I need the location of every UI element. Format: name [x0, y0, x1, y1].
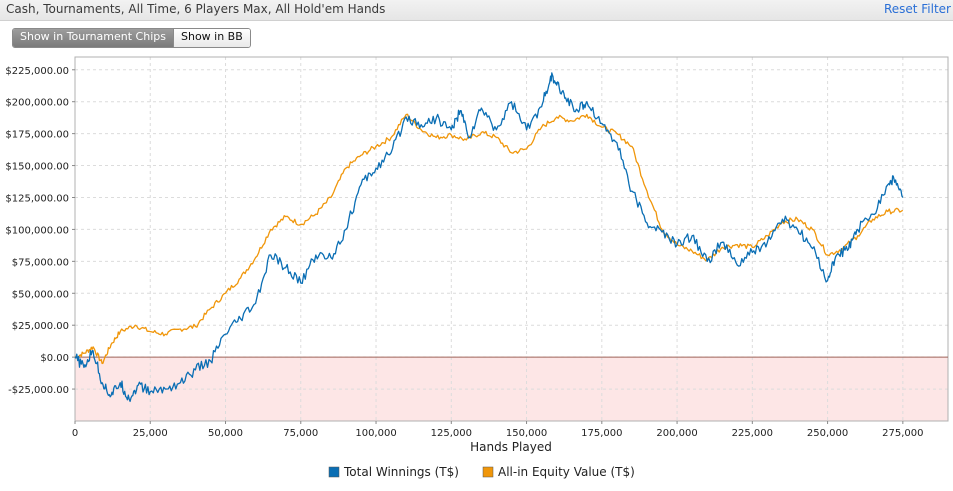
- filter-summary-title: Cash, Tournaments, All Time, 6 Players M…: [6, 2, 386, 16]
- y-tick-label: $50,000.00: [12, 289, 69, 300]
- y-tick-label: $25,000.00: [12, 321, 69, 332]
- x-tick-label: 50,000: [208, 428, 243, 439]
- x-tick-label: 275,000: [882, 428, 923, 439]
- y-tick-label: $125,000.00: [5, 193, 69, 204]
- x-tick-label: 100,000: [355, 428, 396, 439]
- winnings-line-chart: -$25,000.00 $0.00 $25,000.00 $50,000.00 $75,…: [5, 56, 949, 479]
- unit-toggle-group: Show in Tournament Chips Show in BB: [12, 28, 251, 48]
- y-tick-label: $150,000.00: [5, 162, 69, 173]
- x-tick-label: 25,000: [133, 428, 168, 439]
- series-line-total-winnings: [74, 72, 904, 403]
- y-tick-label: $0.00: [40, 353, 69, 364]
- y-tick-label: $225,000.00: [5, 66, 69, 77]
- x-tick-label: 150,000: [506, 428, 547, 439]
- legend-swatch-total-winnings: [328, 466, 340, 478]
- x-tick-label: 75,000: [283, 428, 318, 439]
- filter-header-bar: Cash, Tournaments, All Time, 6 Players M…: [0, 0, 953, 21]
- show-in-bb-button[interactable]: Show in BB: [172, 29, 250, 47]
- y-tick-label: $100,000.00: [5, 225, 69, 236]
- reset-filter-link[interactable]: Reset Filter: [883, 2, 951, 16]
- x-axis-title: Hands Played: [470, 440, 552, 454]
- show-in-tournament-chips-button[interactable]: Show in Tournament Chips: [13, 29, 173, 47]
- x-tick-label: 175,000: [581, 428, 622, 439]
- x-tick-label: 200,000: [656, 428, 697, 439]
- legend-label-total-winnings: Total Winnings (T$): [343, 465, 459, 479]
- x-tick-label: 125,000: [431, 428, 472, 439]
- y-tick-label: $175,000.00: [5, 130, 69, 141]
- negative-region-shade: [75, 357, 948, 421]
- legend-label-all-in-equity: All-in Equity Value (T$): [498, 465, 635, 479]
- legend-swatch-all-in-equity: [482, 466, 494, 478]
- x-tick-label: 0: [72, 428, 78, 439]
- y-tick-label: $75,000.00: [12, 257, 69, 268]
- plot-area-border: [74, 56, 949, 422]
- y-tick-label: $200,000.00: [5, 98, 69, 109]
- x-tick-label: 250,000: [807, 428, 848, 439]
- series-line-all-in-equity: [74, 113, 904, 365]
- x-tick-label: 225,000: [732, 428, 773, 439]
- y-tick-label: -$25,000.00: [8, 385, 69, 396]
